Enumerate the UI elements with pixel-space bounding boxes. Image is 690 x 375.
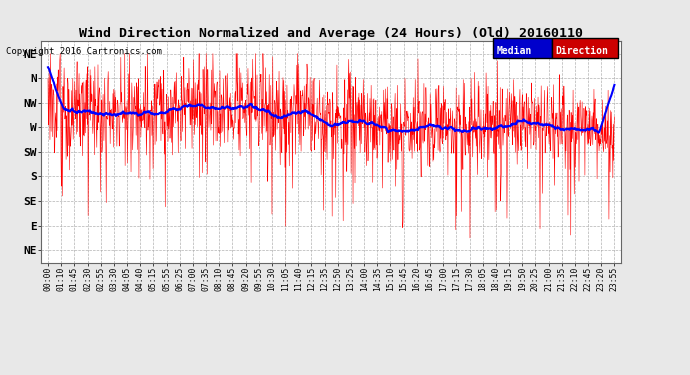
Text: Median: Median bbox=[497, 46, 532, 56]
Text: Direction: Direction bbox=[555, 46, 609, 56]
Title: Wind Direction Normalized and Average (24 Hours) (Old) 20160110: Wind Direction Normalized and Average (2… bbox=[79, 27, 583, 40]
Text: Copyright 2016 Cartronics.com: Copyright 2016 Cartronics.com bbox=[6, 47, 161, 56]
